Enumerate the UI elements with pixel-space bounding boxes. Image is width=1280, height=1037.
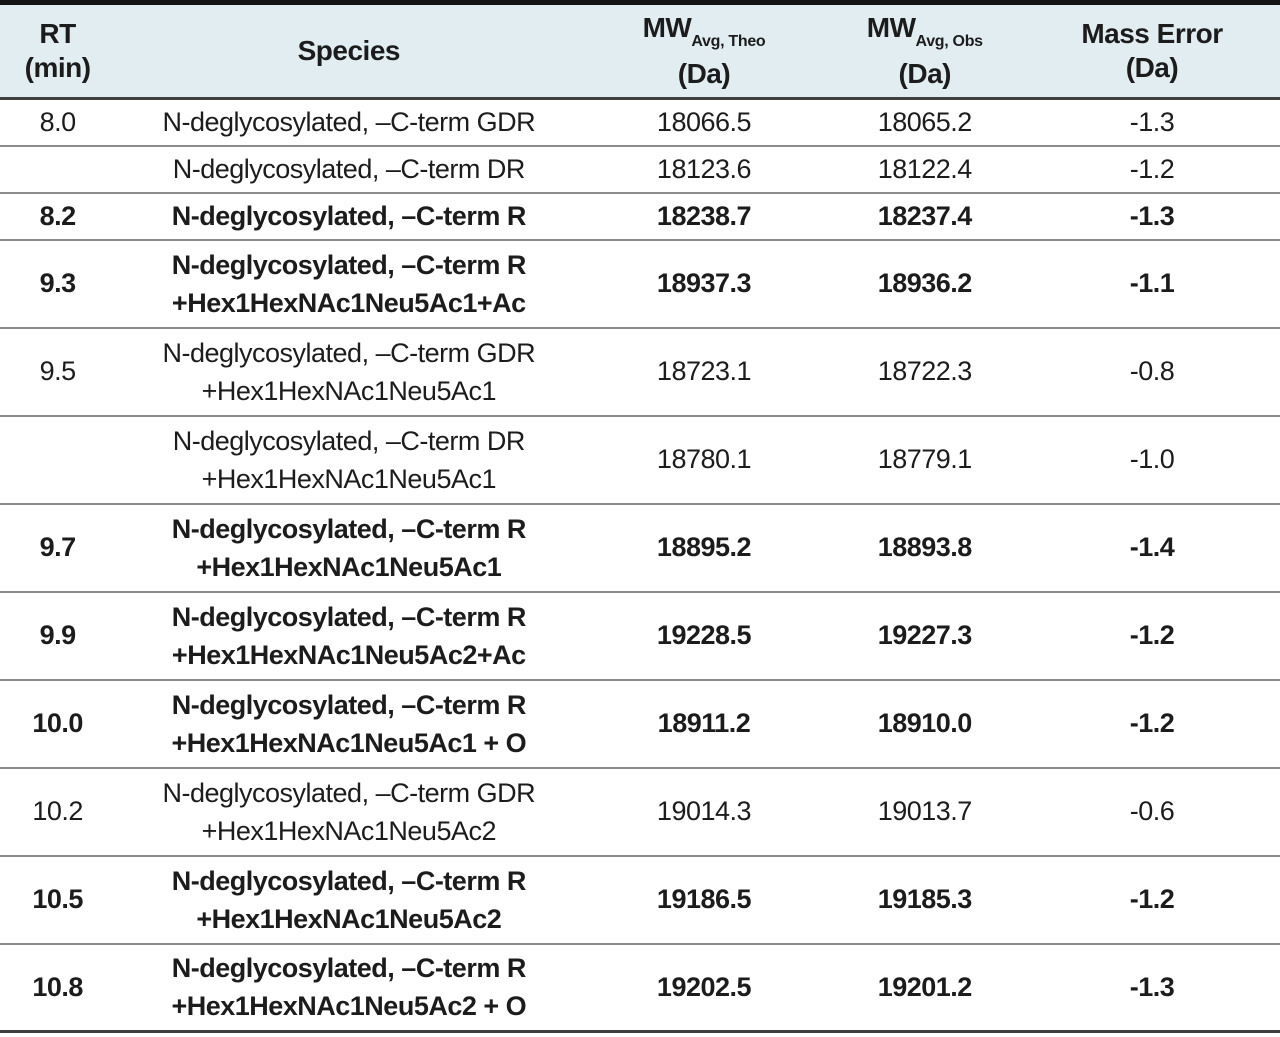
species-cell: N-deglycosylated, –C-term GDR +Hex1HexNA…: [162, 777, 536, 846]
species-cell: N-deglycosylated, –C-term R +Hex1HexNAc1…: [171, 513, 527, 582]
header-mw-obs-unit: (Da): [898, 57, 952, 89]
species-cell: N-deglycosylated, –C-term R +Hex1HexNAc1…: [171, 953, 527, 1022]
mw-theo-cell: 19228.5: [656, 620, 752, 650]
mw-obs-cell: 19227.3: [877, 620, 973, 650]
species-cell: N-deglycosylated, –C-term DR +Hex1HexNAc…: [172, 425, 526, 494]
rt-cell: 10.2: [32, 796, 83, 826]
mass-error-cell: -1.2: [1129, 884, 1175, 914]
rt-cell: 10.8: [32, 971, 83, 1002]
mw-theo-cell: 19014.3: [656, 796, 752, 826]
table-body: 8.0 N-deglycosylated, –C-term GDR 18066.…: [0, 99, 1280, 1032]
mass-error-cell: -1.2: [1129, 620, 1175, 650]
col-header-species: Species: [115, 3, 582, 99]
mw-obs-cell: 18936.2: [877, 268, 973, 298]
mw-obs-cell: 18722.3: [877, 356, 973, 386]
mw-theo-cell: 19202.5: [656, 971, 752, 1002]
col-header-mw-obs: MWAvg, Obs (Da): [826, 3, 1024, 99]
rt-cell: 8.2: [39, 200, 77, 231]
rt-cell: 10.5: [32, 884, 83, 914]
species-cell: N-deglycosylated, –C-term R +Hex1HexNAc1…: [171, 865, 527, 934]
mass-error-cell: -1.0: [1129, 444, 1175, 474]
mw-theo-cell: 18937.3: [656, 268, 752, 298]
rt-cell: 8.0: [39, 106, 77, 137]
mw-obs-cell: 18893.8: [877, 532, 973, 562]
header-rt-label: RT: [39, 18, 76, 49]
species-cell: N-deglycosylated, –C-term DR: [172, 154, 526, 184]
rt-cell: 9.5: [39, 356, 77, 386]
col-header-mass-error: Mass Error (Da): [1024, 3, 1280, 99]
mw-theo-cell: 18911.2: [657, 708, 751, 738]
mw-obs-cell: 19185.3: [877, 884, 973, 914]
mass-error-cell: -0.6: [1129, 796, 1175, 826]
mw-obs-cell: 19201.2: [877, 971, 973, 1002]
mw-theo-cell: 18780.1: [656, 444, 752, 474]
mw-obs-cell: 18122.4: [877, 153, 973, 184]
table-row: N-deglycosylated, –C-term DR 18123.6 181…: [0, 146, 1280, 193]
species-cell: N-deglycosylated, –C-term GDR +Hex1HexNA…: [162, 337, 536, 406]
mw-theo-cell: 18895.2: [656, 532, 752, 562]
mass-error-cell: -0.8: [1129, 356, 1175, 386]
header-rt-unit: (min): [24, 52, 91, 83]
table-row: 9.7 N-deglycosylated, –C-term R +Hex1Hex…: [0, 504, 1280, 592]
table-row: N-deglycosylated, –C-term DR +Hex1HexNAc…: [0, 416, 1280, 504]
mw-obs-cell: 18779.1: [877, 444, 973, 474]
table-row: 8.2 N-deglycosylated, –C-term R 18238.7 …: [0, 193, 1280, 240]
mw-obs-cell: 18910.0: [877, 708, 973, 738]
col-header-mw-theo: MWAvg, Theo (Da): [582, 3, 825, 99]
species-cell: N-deglycosylated, –C-term R +Hex1HexNAc1…: [171, 249, 527, 318]
header-mw-obs-subscript: Avg, Obs: [915, 32, 984, 50]
header-mw-theo-unit: (Da): [677, 57, 731, 89]
header-mw-theo-label: MW: [642, 12, 692, 44]
mw-theo-cell: 18066.5: [656, 106, 752, 137]
table-row: 10.2 N-deglycosylated, –C-term GDR +Hex1…: [0, 768, 1280, 856]
header-mass-error-unit: (Da): [1125, 52, 1179, 83]
table-row: 10.0 N-deglycosylated, –C-term R +Hex1He…: [0, 680, 1280, 768]
table-row: 9.9 N-deglycosylated, –C-term R +Hex1Hex…: [0, 592, 1280, 680]
rt-cell: 10.0: [32, 708, 83, 738]
mw-obs-cell: 18237.4: [877, 200, 973, 231]
mass-error-cell: -1.2: [1129, 708, 1175, 738]
mw-theo-cell: 18238.7: [656, 200, 752, 231]
mass-error-cell: -1.3: [1129, 200, 1175, 231]
mass-error-cell: -1.3: [1129, 106, 1175, 137]
mw-obs-cell: 19013.7: [877, 796, 973, 826]
mw-obs-cell: 18065.2: [877, 106, 973, 137]
rt-cell: 9.9: [39, 620, 77, 650]
rt-cell: 9.3: [39, 268, 77, 298]
rt-cell: [0, 416, 115, 504]
species-cell: N-deglycosylated, –C-term R: [171, 201, 527, 231]
header-mw-obs-label: MW: [866, 12, 916, 44]
mass-error-cell: -1.2: [1129, 153, 1175, 184]
species-cell: N-deglycosylated, –C-term GDR: [162, 107, 536, 138]
header-species-label: Species: [297, 35, 401, 66]
rt-cell: [0, 146, 115, 193]
header-row: RT (min) Species MWAvg, Theo (Da) MWAvg,…: [0, 2, 1280, 99]
header-mw-theo-subscript: Avg, Theo: [691, 32, 766, 50]
mw-theo-cell: 18723.1: [656, 356, 752, 386]
table-row: 9.3 N-deglycosylated, –C-term R +Hex1Hex…: [0, 240, 1280, 328]
species-cell: N-deglycosylated, –C-term R +Hex1HexNAc1…: [171, 601, 527, 670]
mw-theo-cell: 18123.6: [656, 153, 752, 184]
table-row: 9.5 N-deglycosylated, –C-term GDR +Hex1H…: [0, 328, 1280, 416]
col-header-rt: RT (min): [0, 3, 115, 99]
mass-error-cell: -1.3: [1129, 971, 1175, 1002]
mass-error-cell: -1.1: [1129, 268, 1175, 298]
header-mass-error-label: Mass Error: [1081, 18, 1223, 49]
table-row: 10.5 N-deglycosylated, –C-term R +Hex1He…: [0, 856, 1280, 944]
table-row: 10.8 N-deglycosylated, –C-term R +Hex1He…: [0, 944, 1280, 1032]
rt-cell: 9.7: [39, 532, 77, 562]
mass-error-cell: -1.4: [1129, 532, 1175, 562]
species-cell: N-deglycosylated, –C-term R +Hex1HexNAc1…: [171, 689, 527, 758]
mw-theo-cell: 19186.5: [656, 884, 752, 914]
table-row: 8.0 N-deglycosylated, –C-term GDR 18066.…: [0, 99, 1280, 146]
